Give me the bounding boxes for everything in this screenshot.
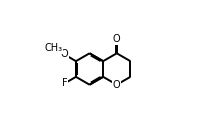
Text: O: O <box>60 49 68 59</box>
Text: O: O <box>113 34 121 44</box>
Text: F: F <box>62 78 68 88</box>
Text: O: O <box>113 80 121 90</box>
Text: CH₃: CH₃ <box>45 43 63 53</box>
